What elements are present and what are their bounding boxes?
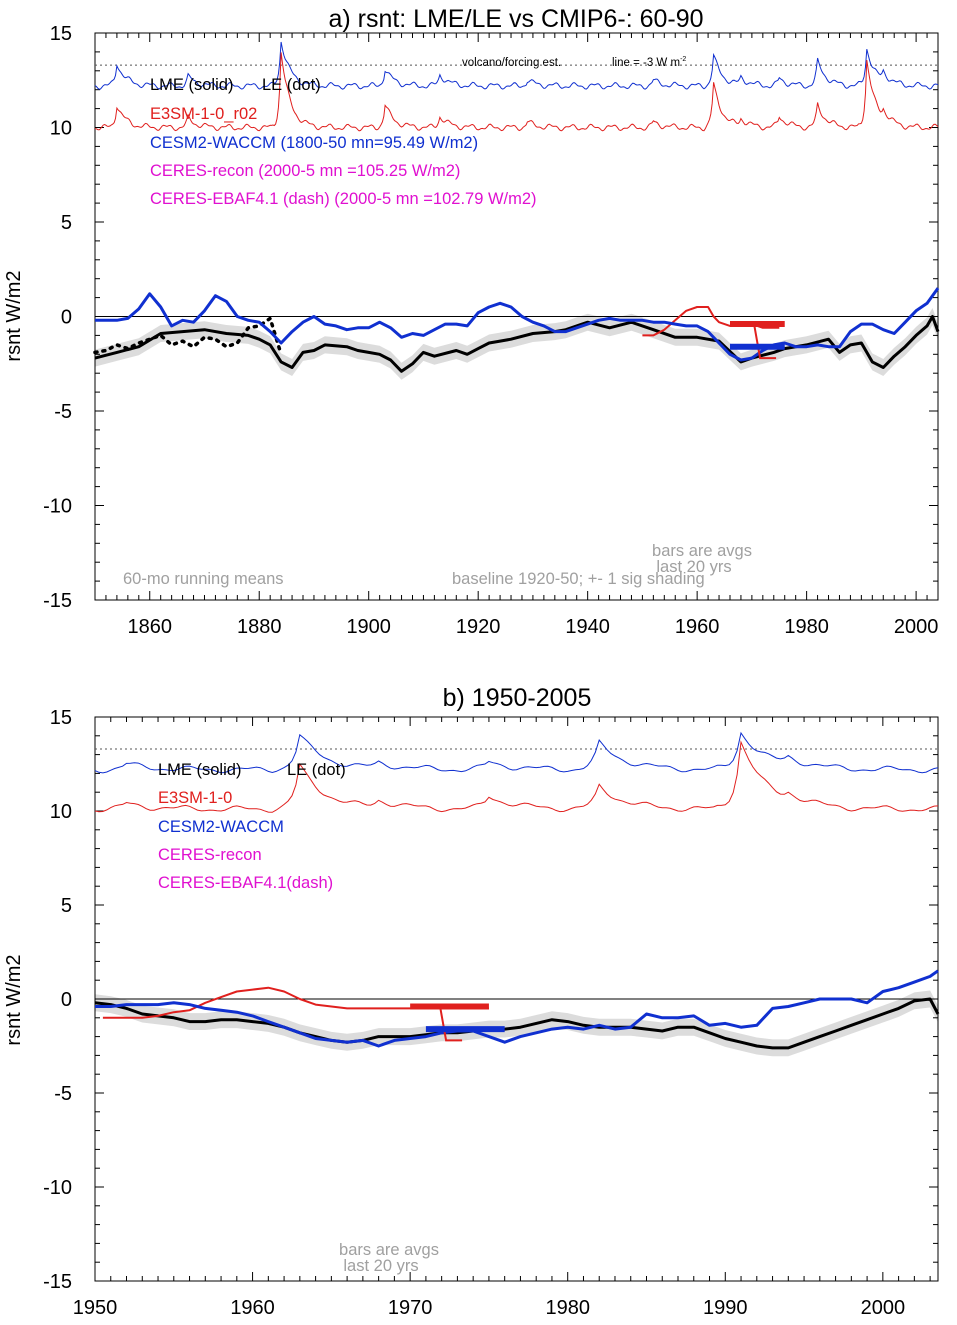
series-line-lme-solid-	[94, 315, 940, 373]
legend-a-cesm: CESM2-WACCM (1800-50 mn=95.49 W/m2)	[150, 134, 478, 152]
x-tick-label: 1950	[73, 1297, 118, 1319]
legend-b-ceres-recon: CERES-recon	[158, 846, 262, 864]
y-tick-label: -5	[54, 1083, 72, 1105]
panel-b-series	[94, 731, 940, 1050]
x-tick-label: 1860	[127, 616, 172, 638]
y-tick-label: -10	[43, 1177, 72, 1199]
y-tick-label: 5	[61, 895, 72, 917]
x-tick-label: 1980	[784, 616, 829, 638]
bar-stem	[439, 1006, 463, 1042]
panel-b-bars-note-1: bars are avgs	[339, 1241, 439, 1259]
lme-sigma-band	[95, 308, 938, 380]
y-tick-label: -10	[43, 496, 72, 518]
legend-b-le: LE (dot)	[287, 761, 346, 779]
legend-a-lme: LME (solid)	[150, 76, 233, 94]
series-line-cesm2-waccm	[95, 969, 939, 1048]
series-line-le-dot-	[93, 316, 283, 357]
y-tick-label: -15	[43, 1271, 72, 1293]
y-tick-label: -15	[43, 590, 72, 612]
x-tick-label: 1990	[703, 1297, 748, 1319]
panel-a-tick-labels: 15 10 5 0 -5 -10 -15 1860 1880 1900 1920 1940 1960 19…	[43, 23, 938, 638]
panel-b-y-axis-label: rsnt W/m2	[3, 954, 25, 1045]
series-line-cesm2-waccm	[95, 287, 940, 362]
panel-a-series	[93, 41, 940, 373]
forcing-line	[94, 731, 939, 774]
y-tick-label: 10	[50, 801, 72, 823]
legend-a-le: LE (dot)	[262, 76, 321, 94]
forcing-line	[94, 41, 939, 90]
panel-a: a) rsnt: LME/LE vs CMIP6-: 60-90 rsnt W/…	[3, 5, 940, 638]
forcing-line	[94, 52, 939, 132]
panel-a-title: a) rsnt: LME/LE vs CMIP6-: 60-90	[328, 5, 703, 33]
x-tick-label: 1940	[565, 616, 610, 638]
y-tick-label: 0	[61, 989, 72, 1011]
legend-a-ceres-ebaf: CERES-EBAF4.1 (dash) (2000-5 mn =102.79 …	[150, 190, 537, 208]
legend-a-ceres-recon: CERES-recon (2000-5 mn =105.25 W/m2)	[150, 162, 460, 180]
panel-b: b) 1950-2005 rsnt W/m2 15 10 5 0 -5 -10 -15195…	[3, 684, 940, 1319]
x-tick-label: 1960	[230, 1297, 275, 1319]
bar-stem	[753, 323, 777, 360]
panel-a-bars-note-1: bars are avgs	[652, 542, 752, 560]
x-tick-label: 1980	[545, 1297, 590, 1319]
forcing-line	[94, 740, 939, 813]
y-tick-label: 15	[50, 23, 72, 45]
x-tick-label: 2000	[861, 1297, 906, 1319]
panel-a-running-note: 60-mo running means	[123, 570, 284, 588]
y-tick-label: 0	[61, 307, 72, 329]
legend-b-e3sm: E3SM-1-0	[158, 789, 232, 807]
y-tick-label: 5	[61, 212, 72, 234]
panel-b-axes	[94, 716, 939, 1282]
panel-a-line-note: line = -3 W m-2	[612, 56, 686, 69]
x-tick-label: 1920	[456, 616, 501, 638]
x-tick-label: 1960	[675, 616, 720, 638]
y-tick-label: 10	[50, 118, 72, 140]
panel-a-baseline-note: baseline 1920-50; +- 1 sig shading	[452, 570, 705, 588]
panel-b-bars-note-2: last 20 yrs	[343, 1257, 418, 1275]
x-tick-label: 1970	[388, 1297, 433, 1319]
y-tick-label: 15	[50, 707, 72, 729]
legend-b-lme: LME (solid)	[158, 761, 241, 779]
legend-b-ceres-ebaf: CERES-EBAF4.1(dash)	[158, 874, 333, 892]
x-tick-label: 2000	[894, 616, 939, 638]
x-tick-label: 1900	[346, 616, 391, 638]
panel-a-volcano-note: volcano/forcing est.	[462, 57, 561, 69]
panel-a-sigma-shading	[95, 308, 938, 380]
y-tick-label: -5	[54, 401, 72, 423]
legend-b-cesm: CESM2-WACCM	[158, 818, 284, 836]
panel-b-title: b) 1950-2005	[443, 684, 592, 712]
legend-a-e3sm: E3SM-1-0_r02	[150, 105, 257, 123]
series-line-lme-solid-	[94, 997, 940, 1050]
panel-a-bars-note-2: last 20 yrs	[656, 558, 731, 576]
x-tick-label: 1880	[237, 616, 282, 638]
panel-a-y-axis-label: rsnt W/m2	[3, 270, 25, 361]
